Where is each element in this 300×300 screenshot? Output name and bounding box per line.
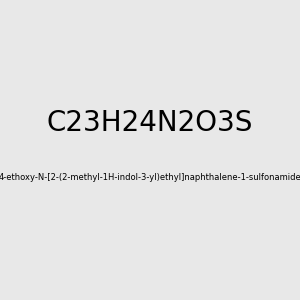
Text: 4-ethoxy-N-[2-(2-methyl-1H-indol-3-yl)ethyl]naphthalene-1-sulfonamide: 4-ethoxy-N-[2-(2-methyl-1H-indol-3-yl)et… [0,172,300,182]
Text: C23H24N2O3S: C23H24N2O3S [47,109,253,137]
